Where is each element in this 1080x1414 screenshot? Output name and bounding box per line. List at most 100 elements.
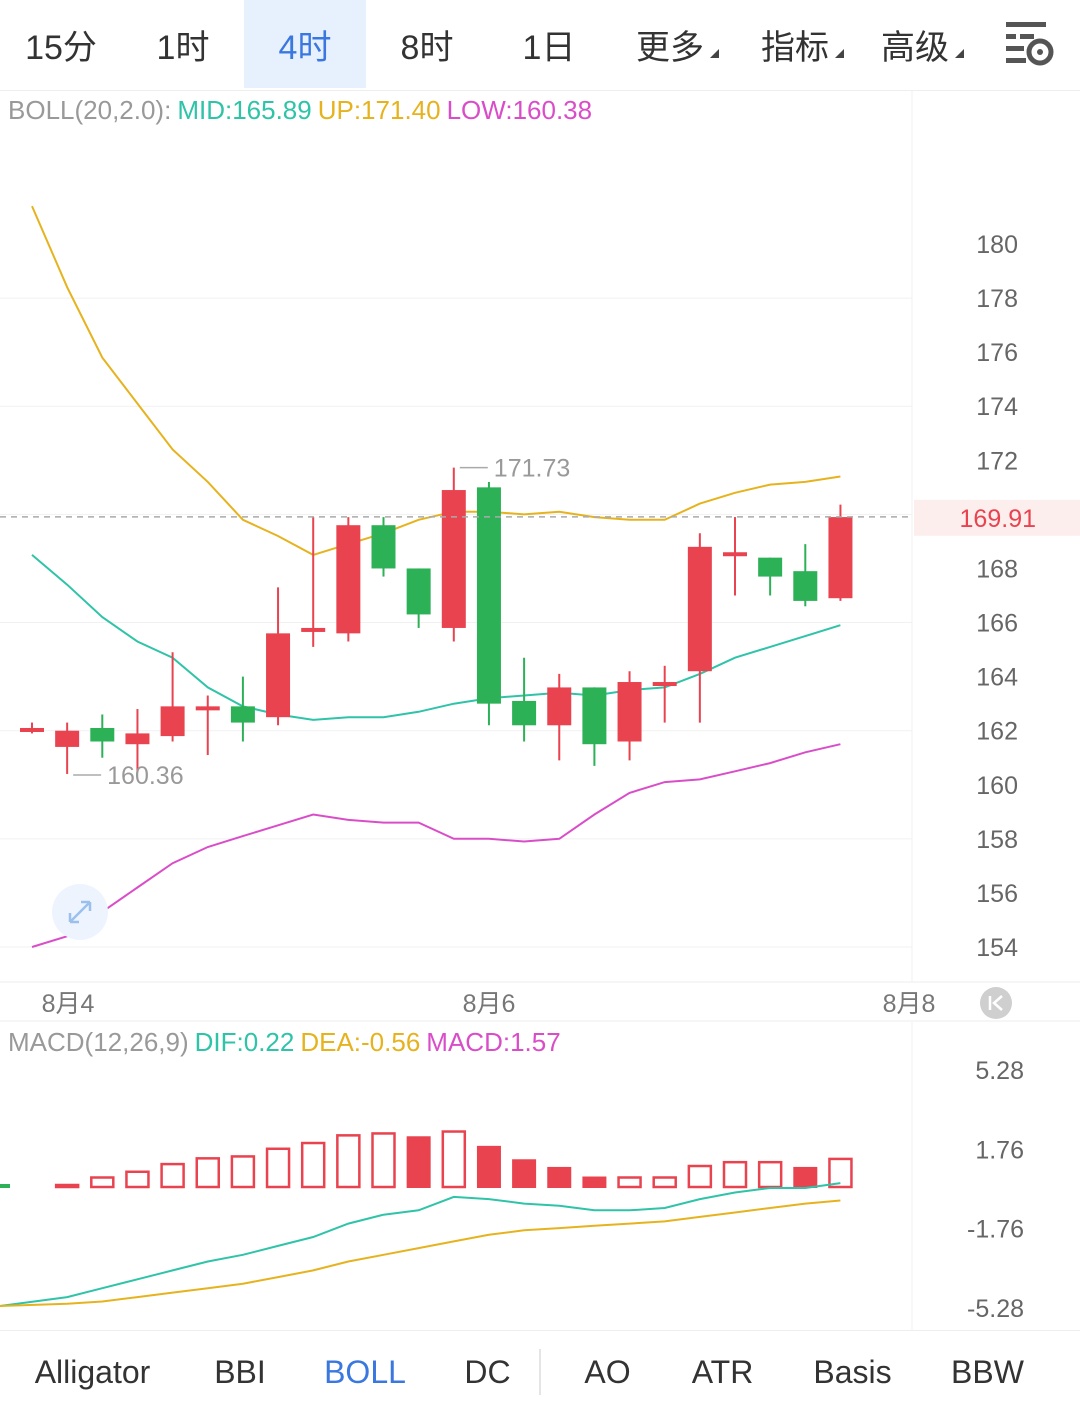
macd-histogram-bar — [371, 1132, 396, 1189]
macd-legend-dif: DIF:0.22 — [194, 1027, 295, 1057]
macd-histogram-bar — [828, 1157, 853, 1189]
macd-histogram-bar — [757, 1160, 783, 1189]
tab-advanced[interactable]: 高级 — [865, 0, 980, 88]
indicator-label: ATR — [691, 1354, 754, 1390]
tab-label: 4时 — [278, 28, 332, 67]
tab-label: 高级 — [881, 28, 949, 67]
candle-body — [90, 727, 115, 742]
indicator-bbw[interactable]: BBW — [930, 1331, 1045, 1414]
caret-icon — [955, 48, 964, 58]
macd-histogram-bar — [722, 1160, 748, 1189]
boll-legend-mid: MID:165.89 — [177, 95, 312, 125]
candle-body — [687, 546, 712, 672]
macd-dif-line — [0, 1182, 841, 1307]
expand-arrows-glyph — [68, 900, 92, 924]
macd-histogram-bar — [300, 1141, 326, 1189]
candle-body — [758, 557, 783, 577]
indicator-boll[interactable]: BOLL — [310, 1331, 420, 1414]
indicator-bbi[interactable]: BBI — [190, 1331, 290, 1414]
tab-1h[interactable]: 1时 — [122, 0, 244, 88]
candle-body — [371, 525, 396, 569]
tab-15min[interactable]: 15分 — [0, 0, 122, 88]
macd-histogram-bar — [90, 1176, 115, 1189]
tab-indicators[interactable]: 指标 — [740, 0, 865, 88]
boll-legend: BOLL(20,2.0): MID:165.89 UP:171.40 LOW:160.… — [8, 95, 598, 126]
macd-histogram-bar — [336, 1134, 361, 1189]
candle-body — [230, 706, 255, 723]
tab-more[interactable]: 更多 — [615, 0, 740, 88]
macd-tick-label: -5.28 — [967, 1295, 1024, 1323]
tab-8h[interactable]: 8时 — [366, 0, 488, 88]
indicator-atr[interactable]: ATR — [670, 1331, 775, 1414]
indicator-label: Alligator — [34, 1354, 151, 1390]
scroll-latest-icon[interactable] — [980, 987, 1012, 1019]
price-tick-label: 162 — [976, 718, 1018, 746]
tab-1d[interactable]: 1日 — [488, 0, 610, 88]
tab-label: 15分 — [25, 28, 97, 67]
price-tick-label: 154 — [976, 934, 1018, 962]
candle-body — [406, 568, 431, 615]
indicator-label: DC — [464, 1354, 511, 1390]
macd-histogram-bar — [195, 1157, 220, 1189]
tab-label: 8时 — [400, 28, 454, 67]
tab-label: 指标 — [761, 28, 829, 67]
current-price-tag — [914, 499, 1080, 536]
indicator-label: AO — [584, 1354, 631, 1390]
price-tick-label: 180 — [976, 231, 1018, 259]
price-tick-label: 164 — [976, 664, 1018, 692]
macd-histogram-bar — [125, 1170, 150, 1189]
candle-body — [723, 552, 747, 557]
price-tick-label: 172 — [976, 447, 1018, 475]
max-price-label: 171.73 — [494, 455, 570, 483]
caret-icon — [710, 48, 719, 58]
tab-4h[interactable]: 4时 — [244, 0, 366, 88]
macd-tick-label: 1.76 — [975, 1136, 1024, 1164]
macd-legend-macd: MACD:1.57 — [426, 1027, 561, 1057]
macd-histogram-bar — [406, 1136, 431, 1188]
candle-body — [125, 733, 150, 745]
boll-up-line — [31, 205, 841, 556]
macd-histogram-bar — [265, 1147, 291, 1189]
current-price-label: 169.91 — [960, 505, 1036, 533]
macd-histogram-bar — [687, 1164, 713, 1189]
chart-settings-icon[interactable] — [1000, 14, 1060, 74]
macd-histogram-bar — [230, 1155, 256, 1189]
indicator-alligator[interactable]: Alligator — [20, 1331, 165, 1414]
macd-tick-label: -1.76 — [967, 1216, 1024, 1244]
macd-legend: MACD(12,26,9) DIF:0.22 DEA:-0.56 MACD:1.57 — [8, 1027, 567, 1058]
price-tick-label: 166 — [976, 610, 1018, 638]
macd-chart[interactable]: 5.28 1.76 -1.76 -5.28 — [0, 0, 1080, 1330]
indicator-dc[interactable]: DC — [440, 1331, 535, 1414]
price-tick-label: 176 — [976, 339, 1018, 367]
macd-histogram-bar — [512, 1159, 537, 1188]
price-tick-label: 174 — [976, 393, 1018, 421]
macd-histogram-bar — [617, 1176, 642, 1189]
time-axis-label: 8月4 — [42, 990, 95, 1018]
indicator-bar: Alligator BBI BOLL DC AO ATR Basis BBW — [0, 1330, 1080, 1414]
candle-body — [266, 633, 291, 718]
macd-dea-line — [0, 1199, 841, 1307]
min-price-label: 160.36 — [107, 762, 183, 790]
candle-body — [55, 730, 80, 747]
candle-body — [195, 706, 220, 711]
price-tick-label: 158 — [976, 826, 1018, 854]
tab-label: 更多 — [636, 28, 704, 67]
boll-legend-name: BOLL(20,2.0): — [8, 95, 172, 125]
macd-histogram-bar — [0, 1184, 10, 1188]
timeframe-tabbar: 15分 1时 4时 8时 1日 更多 指标 高级 — [0, 0, 1080, 91]
price-chart[interactable]: 1801781761741721701681661641621601581561… — [0, 0, 1080, 1022]
time-axis-label: 8月6 — [463, 990, 516, 1018]
macd-histogram-bar — [582, 1176, 607, 1188]
candle-body — [582, 687, 607, 745]
candle-body — [828, 517, 853, 599]
candle-body — [336, 525, 361, 634]
macd-legend-dea: DEA:-0.56 — [300, 1027, 421, 1057]
macd-histogram-bar — [547, 1166, 572, 1188]
indicator-basis[interactable]: Basis — [795, 1331, 910, 1414]
indicator-label: BBI — [214, 1354, 266, 1390]
macd-tick-label: 5.28 — [975, 1057, 1024, 1085]
tab-label: 1日 — [522, 28, 576, 67]
price-tick-label: 156 — [976, 880, 1018, 908]
indicator-ao[interactable]: AO — [560, 1331, 655, 1414]
macd-histogram-bar — [793, 1166, 818, 1188]
